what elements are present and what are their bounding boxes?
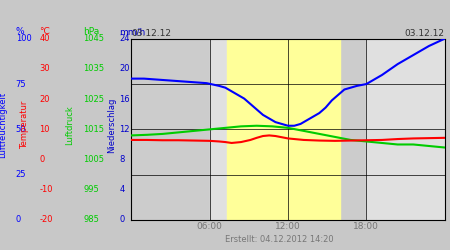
Bar xyxy=(210,39,288,220)
Text: 12: 12 xyxy=(119,125,130,134)
Text: -20: -20 xyxy=(39,216,53,224)
Text: Luftfeuchtigkeit: Luftfeuchtigkeit xyxy=(0,92,7,158)
Text: 0: 0 xyxy=(39,155,45,164)
Text: 03.12.12: 03.12.12 xyxy=(405,28,445,38)
Text: Luftdruck: Luftdruck xyxy=(65,105,74,145)
Text: -10: -10 xyxy=(39,185,53,194)
Text: 20: 20 xyxy=(119,64,130,74)
Text: 8: 8 xyxy=(119,155,125,164)
Text: 16: 16 xyxy=(119,95,130,104)
Text: 25: 25 xyxy=(16,170,26,179)
Text: 30: 30 xyxy=(39,64,50,74)
Text: 75: 75 xyxy=(16,80,27,88)
Text: 20: 20 xyxy=(39,95,50,104)
Text: 1025: 1025 xyxy=(83,95,104,104)
Bar xyxy=(288,39,366,220)
Text: 1035: 1035 xyxy=(83,64,104,74)
Text: Temperatur: Temperatur xyxy=(20,101,29,149)
Text: 10: 10 xyxy=(39,125,50,134)
Text: Niederschlag: Niederschlag xyxy=(107,97,116,153)
Bar xyxy=(366,39,445,220)
Text: 995: 995 xyxy=(83,185,99,194)
Text: 4: 4 xyxy=(119,185,125,194)
Text: 1045: 1045 xyxy=(83,34,104,43)
Bar xyxy=(289,39,340,220)
Text: %: % xyxy=(16,27,24,36)
Text: 03.12.12: 03.12.12 xyxy=(131,28,171,38)
Text: mm/h: mm/h xyxy=(119,27,145,36)
Bar xyxy=(131,39,210,220)
Text: 100: 100 xyxy=(16,34,32,43)
Text: 40: 40 xyxy=(39,34,50,43)
Text: 1005: 1005 xyxy=(83,155,104,164)
Bar xyxy=(227,39,289,220)
Text: 0: 0 xyxy=(119,216,125,224)
Text: 985: 985 xyxy=(83,216,99,224)
Text: °C: °C xyxy=(39,27,50,36)
Text: Erstellt: 04.12.2012 14:20: Erstellt: 04.12.2012 14:20 xyxy=(225,235,333,244)
Text: 24: 24 xyxy=(119,34,130,43)
Text: 50: 50 xyxy=(16,125,26,134)
Text: hPa: hPa xyxy=(83,27,99,36)
Text: 0: 0 xyxy=(16,216,21,224)
Text: 1015: 1015 xyxy=(83,125,104,134)
